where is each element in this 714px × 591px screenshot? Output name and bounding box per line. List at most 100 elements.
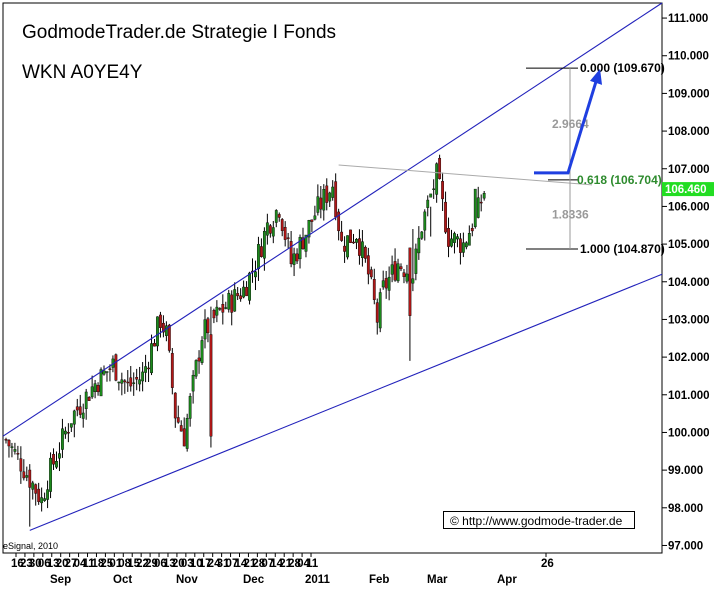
candle-up bbox=[476, 197, 480, 218]
candle-down bbox=[438, 157, 442, 179]
y-tick-label: 101.000 bbox=[668, 390, 710, 402]
candle-down bbox=[170, 353, 174, 388]
candle-up bbox=[203, 319, 207, 340]
x-tick-label: 21 bbox=[279, 558, 292, 570]
candle-up bbox=[426, 199, 430, 208]
candle-down bbox=[75, 406, 79, 411]
candle-up bbox=[316, 196, 320, 213]
candle-down bbox=[444, 201, 447, 233]
candle-up bbox=[93, 383, 97, 393]
candle-down bbox=[372, 279, 376, 300]
candle-up bbox=[227, 292, 231, 310]
candle-down bbox=[123, 380, 127, 383]
candle-down bbox=[479, 201, 483, 204]
candle-up bbox=[461, 242, 465, 253]
projection-arrow bbox=[534, 77, 599, 175]
candle-down bbox=[52, 454, 55, 465]
x-month-label: 2011 bbox=[305, 574, 331, 586]
candle-down bbox=[277, 214, 281, 218]
candle-down bbox=[221, 304, 225, 313]
candle-up bbox=[117, 381, 121, 384]
candle-down bbox=[209, 334, 213, 437]
candle-down bbox=[108, 368, 112, 371]
candle-up bbox=[90, 386, 94, 398]
candle-up bbox=[242, 286, 245, 298]
candle-down bbox=[34, 484, 38, 494]
candle-down bbox=[173, 392, 177, 419]
copyright-box: © http://www.godmode-trader.de bbox=[443, 511, 635, 529]
candle-up bbox=[423, 211, 427, 231]
candle-up bbox=[150, 343, 153, 374]
candle-down bbox=[369, 269, 373, 278]
candle-up bbox=[355, 239, 358, 243]
candle-down bbox=[147, 367, 150, 370]
candle-down bbox=[337, 211, 341, 232]
chart-subtitle: WKN A0YE4Y bbox=[22, 62, 143, 83]
x-tick-label: 11 bbox=[306, 558, 319, 570]
candle-up bbox=[435, 163, 439, 195]
y-tick-label: 98.000 bbox=[668, 503, 703, 515]
candle-up bbox=[141, 371, 145, 382]
x-month-label: Apr bbox=[497, 574, 517, 586]
measurement-label-lower: 1.8336 bbox=[552, 207, 589, 221]
x-tick-label: 31 bbox=[217, 558, 230, 570]
candle-down bbox=[218, 308, 222, 310]
chart-title: GodmodeTrader.de Strategie I Fonds bbox=[22, 22, 337, 43]
candle-up bbox=[13, 449, 17, 452]
y-tick-label: 102.000 bbox=[668, 352, 710, 364]
candle-down bbox=[384, 278, 388, 289]
x-tick-label: 20 bbox=[172, 558, 185, 570]
resistance-trend-line bbox=[338, 164, 593, 186]
y-tick-label: 107.000 bbox=[668, 164, 710, 176]
channel-lower-line bbox=[29, 273, 663, 531]
candle-up bbox=[405, 273, 409, 282]
candle-up bbox=[191, 374, 195, 392]
candle-up bbox=[307, 220, 311, 238]
candle-down bbox=[280, 219, 284, 231]
fib-label-0: 0.000 (109.670) bbox=[580, 61, 665, 75]
last-price-badge bbox=[662, 182, 714, 197]
plot-frame bbox=[2, 2, 663, 554]
candle-up bbox=[387, 276, 391, 291]
candle-down bbox=[179, 425, 183, 432]
candle-down bbox=[135, 377, 139, 380]
candle-up bbox=[328, 192, 332, 202]
x-tick-label: 03 bbox=[181, 558, 194, 570]
candle-down bbox=[212, 310, 216, 319]
candle-up bbox=[132, 382, 136, 384]
candle-down bbox=[206, 318, 210, 334]
candle-up bbox=[378, 292, 382, 329]
x-tick-label: 17 bbox=[199, 558, 212, 570]
candle-down bbox=[114, 354, 118, 381]
candle-up bbox=[411, 278, 415, 284]
candle-up bbox=[105, 371, 109, 373]
candle-down bbox=[286, 237, 290, 239]
x-tick-label: 16 bbox=[11, 558, 24, 570]
x-tick-label: 14 bbox=[270, 558, 283, 570]
x-tick-label: 27 bbox=[65, 558, 78, 570]
y-tick-label: 109.000 bbox=[668, 88, 710, 100]
x-tick-label: 07 bbox=[226, 558, 239, 570]
candle-up bbox=[58, 453, 61, 459]
x-tick-label: 11 bbox=[83, 558, 96, 570]
x-tick-label: 04 bbox=[74, 558, 87, 570]
candle-up bbox=[194, 360, 198, 377]
candle-down bbox=[349, 229, 352, 243]
candle-down bbox=[301, 237, 305, 250]
candle-up bbox=[224, 307, 228, 309]
candle-down bbox=[260, 246, 263, 257]
candle-up bbox=[331, 186, 335, 198]
candle-down bbox=[16, 453, 20, 455]
candle-down bbox=[358, 238, 361, 256]
candle-up bbox=[215, 306, 219, 316]
candle-down bbox=[310, 219, 314, 222]
x-month-label: Oct bbox=[113, 574, 132, 586]
candle-up bbox=[473, 188, 477, 227]
candle-up bbox=[254, 271, 257, 278]
candle-up bbox=[25, 475, 29, 478]
y-tick-label: 97.000 bbox=[668, 540, 703, 552]
candle-up bbox=[257, 244, 260, 270]
candle-down bbox=[470, 227, 474, 232]
candle-up bbox=[456, 236, 459, 240]
